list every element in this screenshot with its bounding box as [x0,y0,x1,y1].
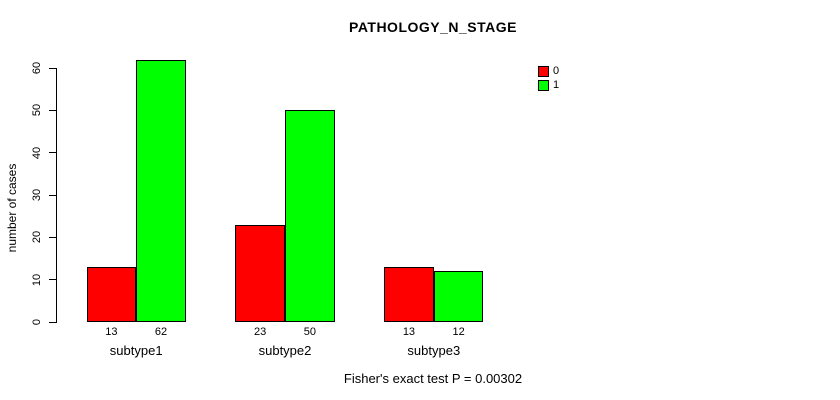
y-tick-mark [49,152,56,154]
bar-subtype2-series1 [285,110,335,322]
y-tick-mark [49,109,56,111]
y-tick-mark [49,279,56,281]
legend-swatch-1 [538,80,549,91]
y-axis-line [56,68,57,323]
bar-subtype3-series1 [433,271,484,322]
y-tick-label: 50 [31,104,43,117]
bar-count-label: 62 [154,326,168,338]
y-tick-mark [49,194,56,196]
bar-subtype1-series0 [86,266,137,322]
legend-label-0: 0 [553,65,560,77]
bar-count-label: 12 [452,326,465,338]
category-label-subtype2: subtype2 [258,343,312,358]
category-label-subtype3: subtype3 [407,343,461,358]
bar-subtype1-series1 [136,59,186,322]
y-tick-mark [49,236,56,238]
category-label-subtype1: subtype1 [109,343,163,358]
y-tick-label: 30 [31,188,43,202]
y-axis-title: number of cases [5,163,19,253]
pvalue-annotation: Fisher's exact test P = 0.00302 [343,371,523,386]
y-tick-label: 20 [31,231,43,244]
bar-subtype3-series0 [384,266,434,322]
legend-label-1: 1 [553,79,560,91]
y-tick-label: 60 [31,61,43,75]
legend-swatch-0 [538,66,549,77]
y-tick-label: 10 [31,273,43,286]
chart-title: PATHOLOGY_N_STAGE [349,19,517,35]
y-tick-label: 0 [31,318,43,326]
bar-subtype2-series0 [235,224,285,322]
y-tick-mark [49,67,56,69]
y-tick-mark [49,321,56,323]
y-tick-label: 40 [31,146,43,159]
bar-count-label: 50 [303,326,316,338]
bar-count-label: 13 [105,326,118,338]
bar-count-label: 23 [254,326,267,338]
bar-count-label: 13 [402,326,416,338]
